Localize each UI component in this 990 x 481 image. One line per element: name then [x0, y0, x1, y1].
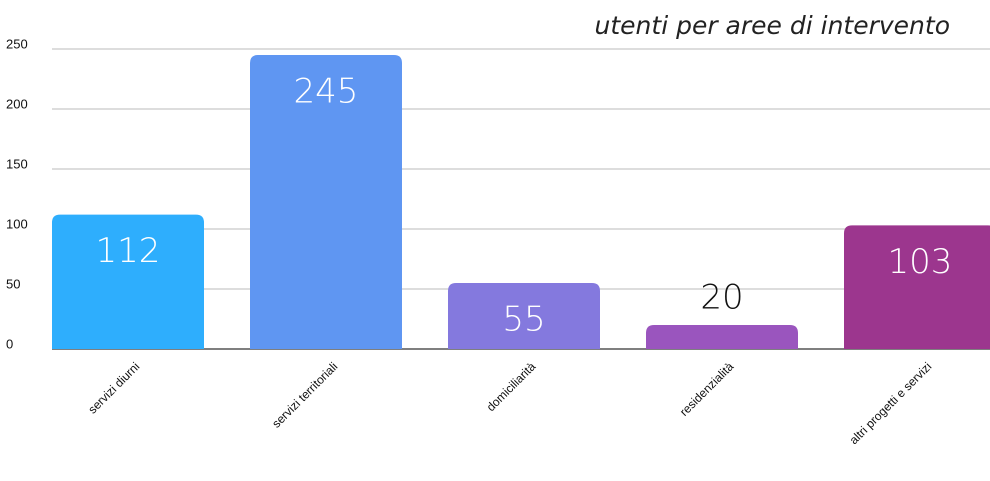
data-label: 55 [502, 300, 545, 340]
y-tick-label: 200 [6, 96, 28, 111]
bar [250, 55, 402, 349]
y-tick-label: 50 [6, 276, 20, 291]
data-label: 112 [96, 231, 161, 271]
grid: 0 50 100 150 200 250 [6, 36, 990, 351]
data-label: 103 [888, 242, 953, 282]
x-tick-label: servizi territoriali [269, 359, 340, 430]
chart-title: utenti per aree di intervento [595, 11, 950, 40]
data-label: 245 [294, 72, 359, 112]
x-tick-label: residenzialità [677, 359, 737, 419]
y-tick-label: 0 [6, 336, 13, 351]
y-tick-label: 150 [6, 156, 28, 171]
bars [52, 55, 990, 349]
bar [646, 325, 798, 349]
bar [52, 214, 204, 349]
bar [844, 225, 990, 349]
y-tick-label: 100 [6, 216, 28, 231]
x-tick-label: domiciliarità [484, 359, 539, 414]
x-tick-label: servizi diurni [85, 359, 142, 416]
labels: servizi diurni 112 servizi territoriali 245… [85, 72, 952, 448]
y-tick-label: 250 [6, 36, 28, 51]
x-tick-label: altri progetti e servizi [847, 359, 935, 447]
data-label: 20 [700, 278, 743, 318]
bar [448, 283, 600, 349]
